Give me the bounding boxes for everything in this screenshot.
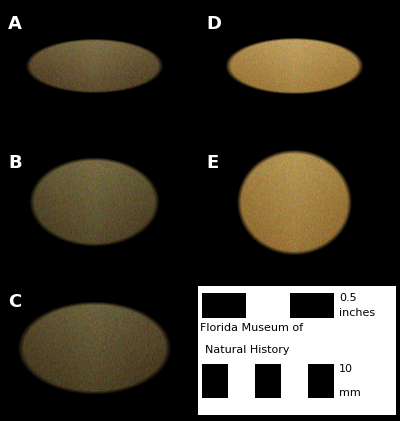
Text: C: C xyxy=(8,293,21,311)
Text: B: B xyxy=(8,154,22,172)
Text: mm: mm xyxy=(339,388,360,398)
Text: A: A xyxy=(8,15,22,33)
Bar xyxy=(255,364,281,398)
Bar xyxy=(228,364,255,398)
Bar xyxy=(281,364,308,398)
Bar xyxy=(308,364,334,398)
Bar xyxy=(202,293,246,318)
Bar xyxy=(246,293,290,318)
Bar xyxy=(290,293,334,318)
Text: 0.5: 0.5 xyxy=(339,293,356,303)
Text: inches: inches xyxy=(339,308,375,318)
Bar xyxy=(202,364,228,398)
Text: D: D xyxy=(206,15,221,33)
Text: 10: 10 xyxy=(339,364,353,374)
Bar xyxy=(198,286,396,415)
Text: Natural History: Natural History xyxy=(205,345,290,355)
Text: E: E xyxy=(206,154,218,172)
Text: Florida Museum of: Florida Museum of xyxy=(200,323,303,333)
